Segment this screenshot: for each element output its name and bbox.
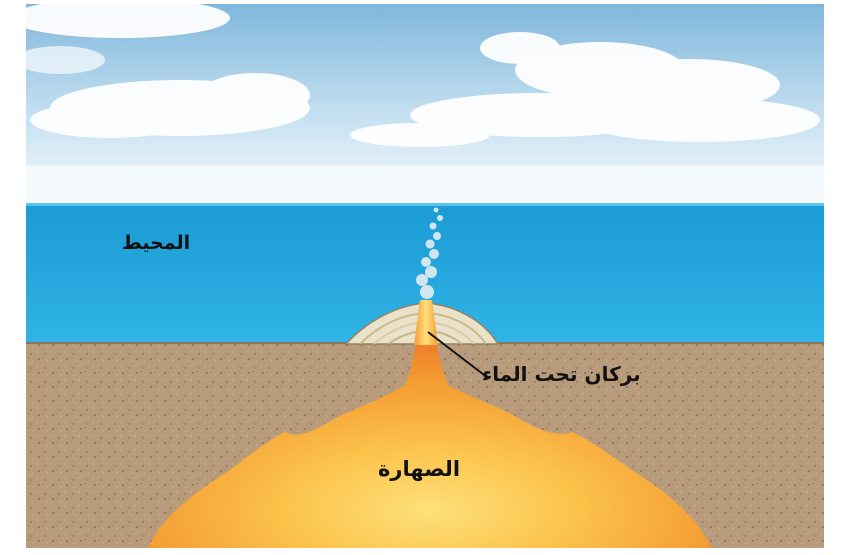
magma-label: الصهارة [378,457,461,481]
volcano-pointer-line [427,331,489,379]
magma-vent [414,300,438,345]
ocean-label: المحيط [122,232,191,254]
underwater-volcano-label: بركان تحت الماء [482,362,641,386]
horizon-haze [26,165,824,203]
clouds [10,0,820,147]
steam-plume [416,207,443,299]
magma-chamber [148,300,712,548]
ocean-surface [26,203,824,206]
